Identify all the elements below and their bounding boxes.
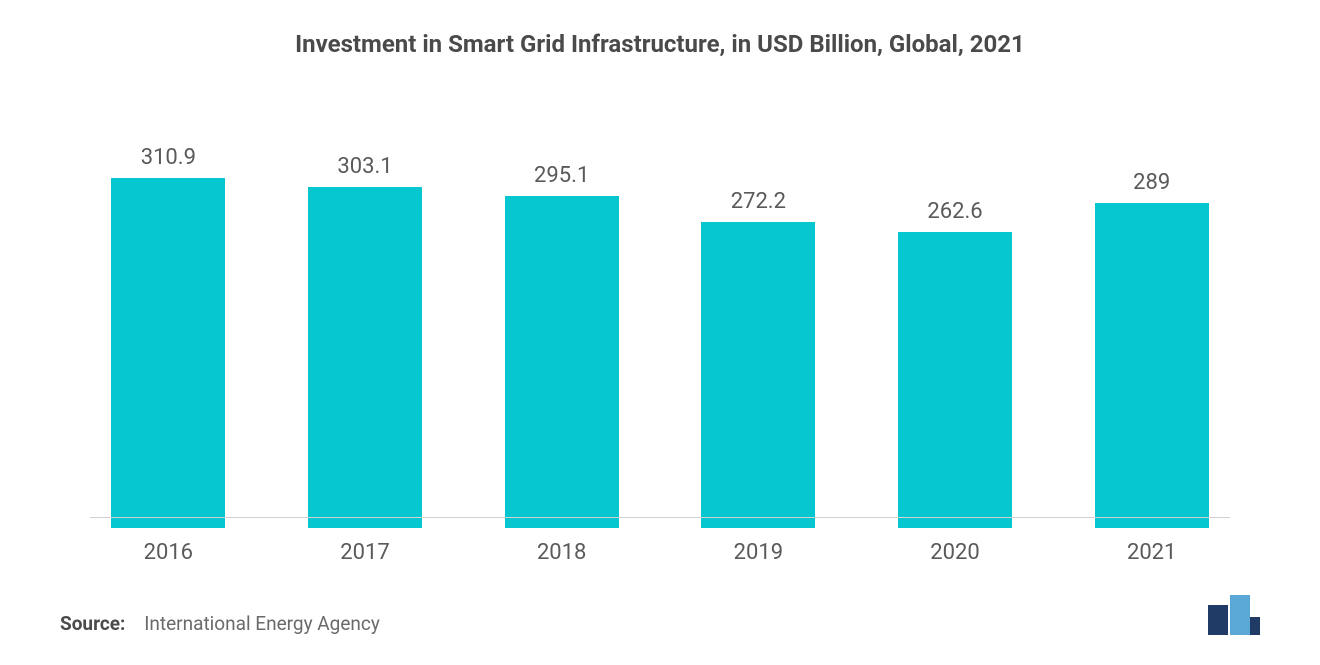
- source-citation: Source: International Energy Agency: [60, 612, 380, 635]
- chart-baseline: [90, 517, 1230, 518]
- bar-group: 310.9 2016: [70, 145, 267, 565]
- bar: [308, 187, 422, 528]
- x-axis-label: 2020: [930, 540, 979, 565]
- bar-value-label: 262.6: [927, 199, 982, 224]
- bar-group: 262.6 2020: [857, 199, 1054, 565]
- chart-title: Investment in Smart Grid Infrastructure,…: [50, 30, 1270, 58]
- logo-bar-icon: [1250, 617, 1260, 635]
- x-axis-label: 2018: [537, 540, 586, 565]
- bar: [898, 232, 1012, 528]
- x-axis-label: 2016: [144, 540, 193, 565]
- bar: [111, 178, 225, 528]
- source-label: Source:: [60, 612, 125, 635]
- bar-value-label: 303.1: [337, 154, 392, 179]
- bar-value-label: 295.1: [534, 163, 589, 188]
- bar-group: 289 2021: [1053, 170, 1250, 565]
- brand-logo: [1208, 595, 1260, 635]
- x-axis-label: 2019: [734, 540, 783, 565]
- source-text: International Energy Agency: [144, 612, 380, 635]
- bar: [505, 196, 619, 528]
- chart-footer: Source: International Energy Agency: [50, 565, 1270, 645]
- bar-group: 295.1 2018: [463, 163, 660, 565]
- logo-bar-icon: [1230, 595, 1250, 635]
- bar: [1095, 203, 1209, 528]
- plot-area: 310.9 2016 303.1 2017 295.1 2018 272.2 2019 262.…: [50, 118, 1270, 565]
- x-axis-label: 2021: [1127, 540, 1176, 565]
- x-axis-label: 2017: [340, 540, 389, 565]
- bar-value-label: 310.9: [141, 145, 196, 170]
- chart-container: Investment in Smart Grid Infrastructure,…: [0, 0, 1320, 665]
- bar-value-label: 272.2: [731, 189, 786, 214]
- bar-group: 272.2 2019: [660, 189, 857, 565]
- bar-group: 303.1 2017: [267, 154, 464, 565]
- bar: [701, 222, 815, 528]
- logo-bar-icon: [1208, 605, 1228, 635]
- bar-value-label: 289: [1133, 170, 1170, 195]
